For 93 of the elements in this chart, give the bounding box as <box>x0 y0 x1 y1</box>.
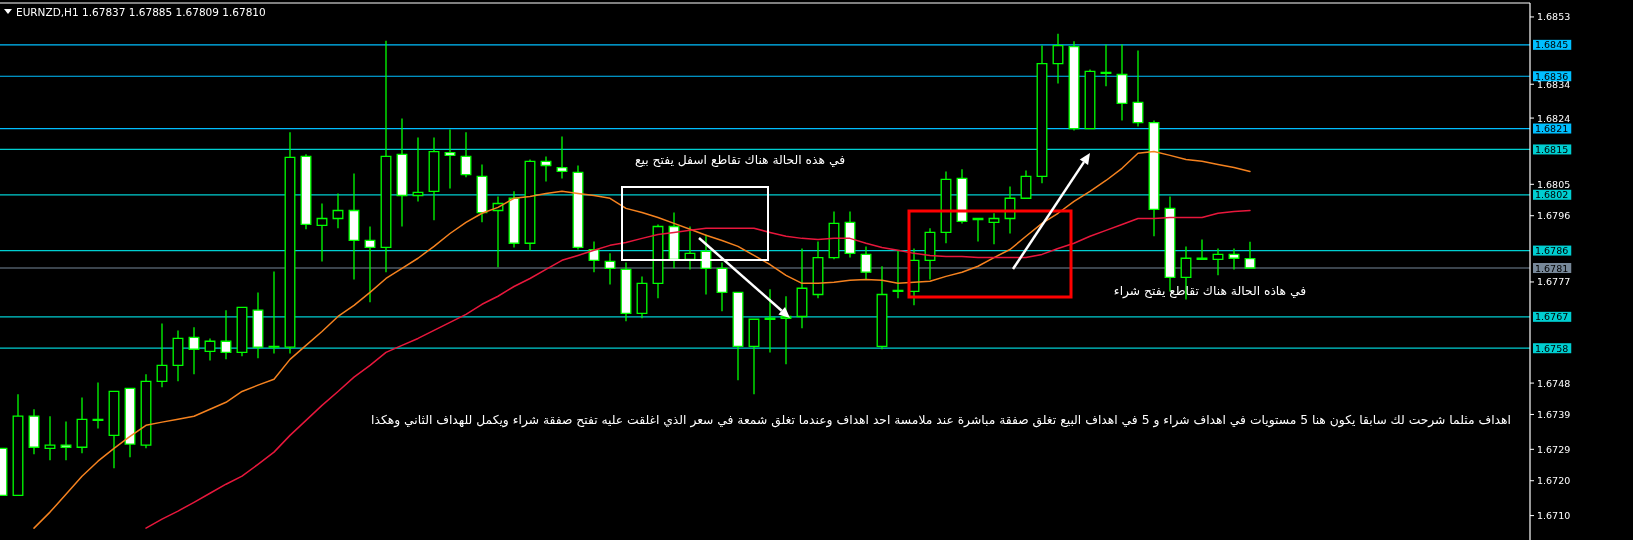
candlestick <box>876 265 888 350</box>
candlestick <box>380 40 392 273</box>
candlestick <box>524 158 536 251</box>
candlestick <box>188 326 200 376</box>
ref-line-label: 1.6767 <box>1535 311 1569 323</box>
candlestick <box>860 245 872 281</box>
candlestick <box>28 408 40 455</box>
candlestick <box>348 172 360 281</box>
candlestick <box>812 240 824 299</box>
candlestick <box>1212 247 1224 276</box>
candlestick <box>1068 40 1080 132</box>
y-tick-label: 1.6729 <box>1537 443 1571 455</box>
candlestick <box>668 211 680 270</box>
candlestick <box>92 381 104 430</box>
ref-line-label: 1.6836 <box>1535 70 1569 82</box>
candlestick <box>828 210 840 260</box>
ref-line-label: 1.6781 <box>1535 262 1569 274</box>
candlestick <box>412 136 424 203</box>
candlestick <box>1244 241 1256 270</box>
annotation: في هذه الحالة هناك تقاطع اسفل يفتح بيع <box>634 153 846 167</box>
ref-line-label: 1.6815 <box>1535 143 1569 155</box>
candlestick <box>988 212 1000 245</box>
candlestick <box>60 420 72 461</box>
candlestick <box>1196 238 1208 260</box>
candlestick <box>556 135 568 180</box>
chart-title: EURNZD,H1 1.67837 1.67885 1.67809 1.67810 <box>16 6 266 18</box>
candlestick <box>252 291 264 359</box>
candlestick <box>508 190 520 249</box>
candlestick <box>1116 43 1128 122</box>
candlestick <box>172 329 184 382</box>
candlestick <box>700 233 712 296</box>
candlestick <box>316 202 328 263</box>
candlestick <box>236 306 248 357</box>
candlestick <box>1228 247 1240 271</box>
candlestick <box>76 396 88 454</box>
candlestick <box>716 261 728 312</box>
annotation: اهداف مثلما شرحت لك سابقا يكون هنا 5 مستويات في اهداف شراء و 5 في اهداف البيع تغلق صفقة مباشرة عند ملامسة احد اهداف وعندما تغلق شمعة في سعر الذي اغلقت عليه تفتح صفقة شراء ويكمل للهداف الثاني وهكذا <box>371 413 1511 428</box>
candlestick <box>460 131 472 178</box>
candlestick <box>940 170 952 244</box>
candlestick <box>620 261 632 323</box>
candlestick <box>204 337 216 362</box>
candlestick <box>636 275 648 319</box>
candlestick <box>268 270 280 355</box>
y-tick-label: 1.6777 <box>1537 276 1571 288</box>
candlestick <box>844 210 856 259</box>
candlestick <box>1020 169 1032 199</box>
candlestick <box>588 240 600 273</box>
candlestick <box>476 163 488 223</box>
candlestick <box>396 117 408 228</box>
y-tick-label: 1.6748 <box>1537 377 1571 389</box>
candlestick <box>220 309 232 361</box>
ref-line-label: 1.6821 <box>1535 123 1569 135</box>
candlestick <box>44 415 56 461</box>
candlestick <box>124 387 136 459</box>
candlestick <box>156 322 168 388</box>
candlestick <box>12 393 24 497</box>
candlestick <box>604 252 616 286</box>
ref-line-label: 1.6786 <box>1535 245 1569 257</box>
ref-line-label: 1.6802 <box>1535 189 1569 201</box>
candlestick <box>684 225 696 271</box>
candlestick <box>764 288 776 354</box>
y-tick-label: 1.6805 <box>1537 178 1571 190</box>
y-tick-label: 1.6853 <box>1537 11 1571 23</box>
y-tick-label: 1.6720 <box>1537 475 1571 487</box>
candlestick <box>332 192 344 229</box>
candlestick <box>364 225 376 303</box>
candlestick <box>1036 44 1048 184</box>
candlestick <box>428 136 440 221</box>
candlestick <box>108 390 120 469</box>
candlestick <box>444 128 456 190</box>
y-tick-label: 1.6739 <box>1537 408 1571 420</box>
candlestick <box>892 249 904 299</box>
y-tick-label: 1.6824 <box>1537 112 1571 124</box>
y-tick-label: 1.6710 <box>1537 510 1571 522</box>
candlestick <box>1100 43 1112 87</box>
candlestick <box>140 373 152 449</box>
candlestick <box>924 227 936 281</box>
candlestick <box>1052 33 1064 85</box>
candlestick <box>1148 119 1160 237</box>
candlestick <box>540 155 552 183</box>
candlestick <box>796 247 808 329</box>
candlestick <box>300 153 312 230</box>
candlestick <box>652 223 664 299</box>
candlestick <box>732 291 744 381</box>
candlestick <box>972 217 984 243</box>
ref-line-label: 1.6845 <box>1535 39 1569 51</box>
candlestick <box>572 164 584 251</box>
candlestick <box>748 318 760 395</box>
candlestick <box>1084 68 1096 130</box>
y-tick-label: 1.6796 <box>1537 210 1571 222</box>
candlestick <box>284 131 296 355</box>
ref-line-label: 1.6758 <box>1535 342 1569 354</box>
candlestick <box>1132 49 1144 128</box>
